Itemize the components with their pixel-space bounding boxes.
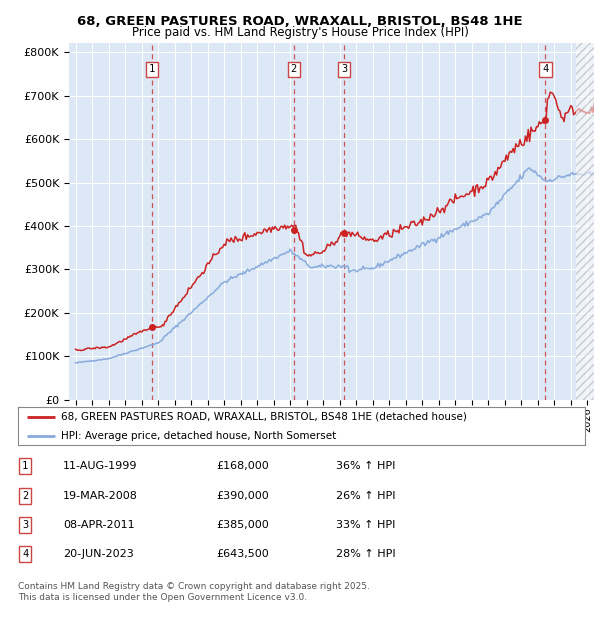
- Text: £390,000: £390,000: [216, 491, 269, 501]
- Text: HPI: Average price, detached house, North Somerset: HPI: Average price, detached house, Nort…: [61, 430, 336, 441]
- Bar: [576, 43, 594, 400]
- Text: 68, GREEN PASTURES ROAD, WRAXALL, BRISTOL, BS48 1HE: 68, GREEN PASTURES ROAD, WRAXALL, BRISTO…: [77, 15, 523, 27]
- Text: 36% ↑ HPI: 36% ↑ HPI: [336, 461, 395, 471]
- Text: 1: 1: [149, 64, 155, 74]
- Text: 19-MAR-2008: 19-MAR-2008: [63, 491, 138, 501]
- Text: £168,000: £168,000: [216, 461, 269, 471]
- Text: 20-JUN-2023: 20-JUN-2023: [63, 549, 134, 559]
- Text: 28% ↑ HPI: 28% ↑ HPI: [336, 549, 395, 559]
- Text: £643,500: £643,500: [216, 549, 269, 559]
- Text: £385,000: £385,000: [216, 520, 269, 530]
- Text: 2: 2: [22, 491, 28, 501]
- Text: 1: 1: [22, 461, 28, 471]
- Text: 3: 3: [22, 520, 28, 530]
- Text: Contains HM Land Registry data © Crown copyright and database right 2025.: Contains HM Land Registry data © Crown c…: [18, 582, 370, 591]
- Text: 33% ↑ HPI: 33% ↑ HPI: [336, 520, 395, 530]
- Text: 08-APR-2011: 08-APR-2011: [63, 520, 134, 530]
- Text: 2: 2: [290, 64, 297, 74]
- Text: 4: 4: [542, 64, 548, 74]
- Text: 11-AUG-1999: 11-AUG-1999: [63, 461, 137, 471]
- Text: 68, GREEN PASTURES ROAD, WRAXALL, BRISTOL, BS48 1HE (detached house): 68, GREEN PASTURES ROAD, WRAXALL, BRISTO…: [61, 412, 466, 422]
- Text: 3: 3: [341, 64, 347, 74]
- Text: 26% ↑ HPI: 26% ↑ HPI: [336, 491, 395, 501]
- Text: This data is licensed under the Open Government Licence v3.0.: This data is licensed under the Open Gov…: [18, 593, 307, 602]
- Text: 4: 4: [22, 549, 28, 559]
- Text: Price paid vs. HM Land Registry's House Price Index (HPI): Price paid vs. HM Land Registry's House …: [131, 26, 469, 38]
